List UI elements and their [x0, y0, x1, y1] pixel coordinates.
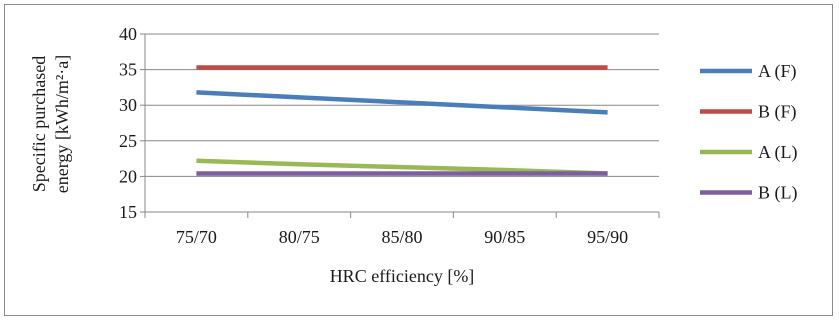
legend-label: B (L) [758, 183, 798, 204]
series-line-a-l [196, 158, 608, 176]
legend-label: A (F) [758, 61, 797, 82]
y-axis-label-line1: Specific purchased [29, 56, 49, 192]
legend-entry: A (F) [700, 61, 797, 82]
x-axis-label: HRC efficiency [%] [330, 266, 475, 286]
x-tick-label: 75/70 [176, 227, 217, 247]
series-line-a-f [196, 90, 608, 115]
legend-entry: B (F) [700, 102, 797, 123]
y-tick-label: 25 [119, 131, 137, 151]
x-tick-label: 95/90 [587, 227, 628, 247]
x-tick-label: 90/85 [484, 227, 525, 247]
y-tick-label: 40 [119, 24, 137, 44]
axes [140, 33, 660, 218]
gridlines [145, 33, 659, 177]
legend-entry: A (L) [700, 142, 798, 163]
chart-frame [4, 4, 833, 316]
x-tick-label: 80/75 [279, 227, 320, 247]
legend: A (F) B (F) A (L) B (L) [700, 61, 798, 204]
legend-label: B (F) [758, 102, 797, 123]
x-tick-label: 85/80 [381, 227, 422, 247]
series-lines [196, 65, 608, 176]
legend-entry: B (L) [700, 183, 798, 204]
y-tick-label: 20 [119, 166, 137, 186]
y-axis-label: Specific purchased energy [kWh/m²·a] [29, 55, 72, 194]
y-tick-label: 15 [119, 202, 137, 222]
legend-label: A (L) [758, 142, 798, 163]
x-tick-labels: 75/70 80/75 85/80 90/85 95/90 [176, 227, 628, 247]
y-tick-labels: 15 20 25 30 35 40 [119, 24, 137, 222]
y-axis-label-line2: energy [kWh/m²·a] [52, 55, 72, 194]
y-tick-label: 30 [119, 95, 137, 115]
y-tick-label: 35 [119, 60, 137, 80]
